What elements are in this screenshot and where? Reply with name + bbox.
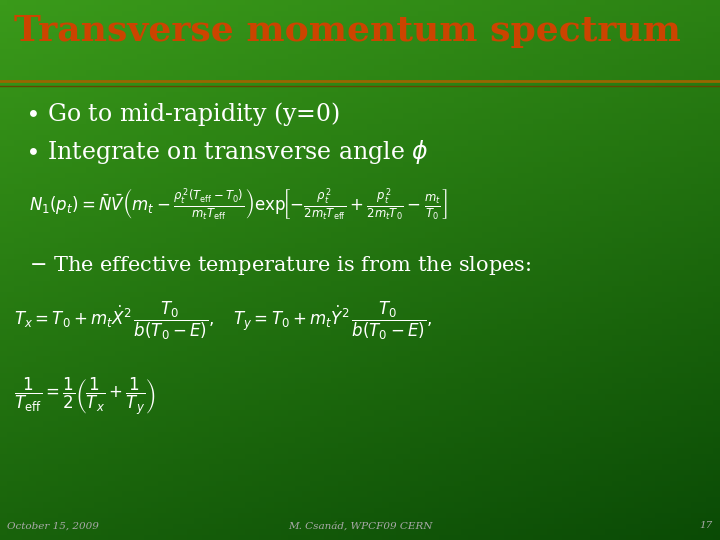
Text: $N_1(p_t) = \bar{N}\bar{V}\left(m_t - \frac{\rho_t^{\,2}(T_{\rm eff}-T_0)}{m_t T: $N_1(p_t) = \bar{N}\bar{V}\left(m_t - \f… [29, 186, 447, 222]
Text: $\bullet$ Go to mid-rapidity (y=0): $\bullet$ Go to mid-rapidity (y=0) [25, 100, 341, 128]
Text: M. Csanád, WPCF09 CERN: M. Csanád, WPCF09 CERN [288, 521, 432, 530]
Text: 17: 17 [700, 521, 713, 530]
Text: $\dfrac{1}{T_{\rm eff}} = \dfrac{1}{2}\left(\dfrac{1}{T_x}+\dfrac{1}{T_y}\right): $\dfrac{1}{T_{\rm eff}} = \dfrac{1}{2}\l… [14, 375, 156, 417]
Text: October 15, 2009: October 15, 2009 [7, 521, 99, 530]
Text: $-$ The effective temperature is from the slopes:: $-$ The effective temperature is from th… [29, 254, 531, 277]
Text: $T_x = T_0 + m_t\dot{X}^2\,\dfrac{T_0}{b(T_0-E)},\quad  T_y = T_0 + m_t\dot{Y}^2: $T_x = T_0 + m_t\dot{X}^2\,\dfrac{T_0}{b… [14, 300, 433, 342]
Text: $\bullet$ Integrate on transverse angle $\phi$: $\bullet$ Integrate on transverse angle … [25, 138, 428, 166]
Text: Transverse momentum spectrum: Transverse momentum spectrum [14, 14, 681, 48]
